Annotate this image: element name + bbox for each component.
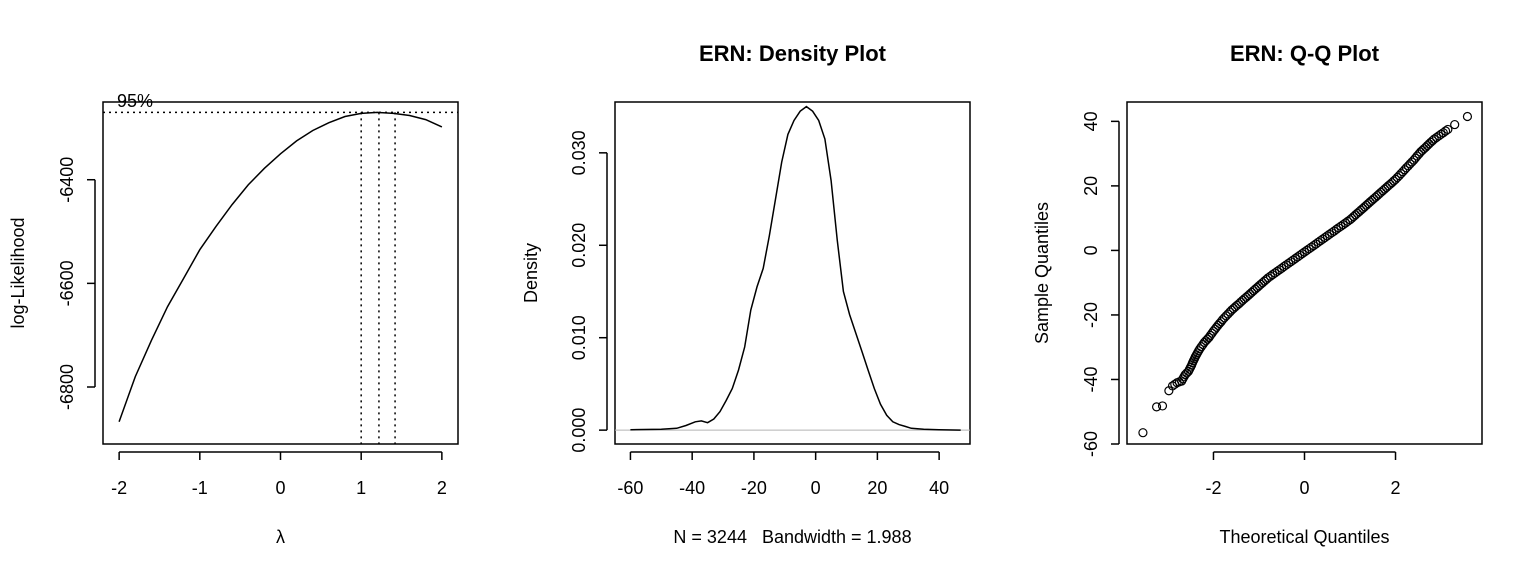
y-tick-label: -6600 (57, 260, 77, 306)
y-tick-label: 0 (1081, 245, 1101, 255)
qq-point (1315, 236, 1326, 246)
boxcox-panel: -2 -1 0 1 2 -6800 -6600 -6400 λ log-Likelihood… (8, 91, 459, 547)
x-tick-label: 40 (929, 478, 949, 498)
x-tick-label: 0 (811, 478, 821, 498)
x-axis-label: N = 3244 Bandwidth = 1.988 (673, 527, 911, 547)
qq-point (1151, 402, 1162, 412)
density-panel: -60 -40 -20 0 20 40 0.000 0.010 0.020 0.030 ERN:… (521, 41, 971, 547)
x-axis: -2 0 2 (1205, 451, 1401, 498)
plot-marks (615, 105, 970, 431)
x-tick-label: 2 (437, 478, 447, 498)
plot-marks (1138, 111, 1473, 438)
x-tick-label: -60 (617, 478, 643, 498)
y-axis: -6800 -6600 -6400 (57, 157, 96, 410)
qq-point (1297, 249, 1307, 259)
x-tick-label: -2 (111, 478, 127, 498)
x-axis-label: λ (276, 527, 285, 547)
x-tick-label: 0 (275, 478, 285, 498)
qq-point (1333, 223, 1344, 233)
qq-point (1327, 228, 1337, 238)
y-tick-label: -20 (1081, 302, 1101, 328)
qq-point (1199, 337, 1209, 347)
x-tick-label: 2 (1391, 478, 1401, 498)
qq-point (1431, 132, 1442, 143)
x-tick-label: 1 (356, 478, 366, 498)
y-axis: -60 -40 -20 0 20 40 (1081, 111, 1120, 457)
y-tick-label: 0.020 (569, 223, 589, 268)
ci-annotation: 95% (117, 91, 153, 111)
qq-point (1270, 268, 1280, 278)
y-axis-label: Density (521, 243, 541, 303)
y-tick-label: 0.010 (569, 315, 589, 360)
qq-point (1429, 134, 1439, 144)
qq-point (1450, 119, 1460, 130)
qq-point (1306, 242, 1316, 252)
qq-point (1167, 381, 1178, 391)
y-tick-label: -6800 (57, 364, 77, 410)
y-axis-label: log-Likelihood (8, 217, 28, 328)
chart-title: ERN: Density Plot (699, 41, 887, 66)
qq-point (1462, 111, 1473, 122)
x-axis-label: Theoretical Quantiles (1219, 527, 1389, 547)
qq-point (1288, 255, 1298, 265)
qq-point (1201, 336, 1211, 346)
y-axis-label: Sample Quantiles (1032, 202, 1052, 344)
x-axis: -60 -40 -20 0 20 40 (617, 451, 949, 498)
y-tick-label: -40 (1081, 366, 1101, 392)
y-tick-label: -6400 (57, 157, 77, 203)
x-tick-label: -40 (679, 478, 705, 498)
qq-point (1443, 124, 1453, 135)
qq-point (1438, 128, 1448, 138)
x-tick-label: 20 (867, 478, 887, 498)
x-axis: -2 -1 0 1 2 (111, 451, 447, 498)
loglik-curve (118, 111, 443, 422)
y-tick-label: 0.030 (569, 130, 589, 175)
qq-point (1277, 263, 1287, 273)
qq-point (1324, 229, 1335, 239)
x-tick-label: 0 (1299, 478, 1309, 498)
qq-point (1336, 221, 1346, 231)
x-tick-label: -2 (1205, 478, 1221, 498)
y-tick-label: -60 (1081, 431, 1101, 457)
qq-point (1138, 428, 1148, 438)
qq-point (1157, 401, 1168, 411)
x-tick-label: -20 (741, 478, 767, 498)
plot-frame (614, 101, 971, 445)
qq-point (1309, 240, 1319, 251)
chart-title: ERN: Q-Q Plot (1230, 41, 1380, 66)
qq-point (1436, 129, 1446, 139)
density-curve (630, 105, 961, 431)
y-tick-label: 40 (1081, 111, 1101, 131)
plot-marks (103, 111, 458, 444)
qq-point (1286, 257, 1296, 267)
qq-point (1299, 247, 1310, 257)
plot-frame (102, 101, 459, 445)
qq-point (1318, 234, 1328, 244)
plot-frame (1126, 101, 1483, 445)
y-axis: 0.000 0.010 0.020 0.030 (569, 130, 608, 453)
x-tick-label: -1 (192, 478, 208, 498)
qq-point (1440, 126, 1451, 136)
y-tick-label: 20 (1081, 176, 1101, 196)
qq-point (1267, 270, 1278, 280)
qq-point (1295, 250, 1305, 260)
qq-point (1279, 261, 1289, 272)
y-tick-label: 0.000 (569, 408, 589, 453)
